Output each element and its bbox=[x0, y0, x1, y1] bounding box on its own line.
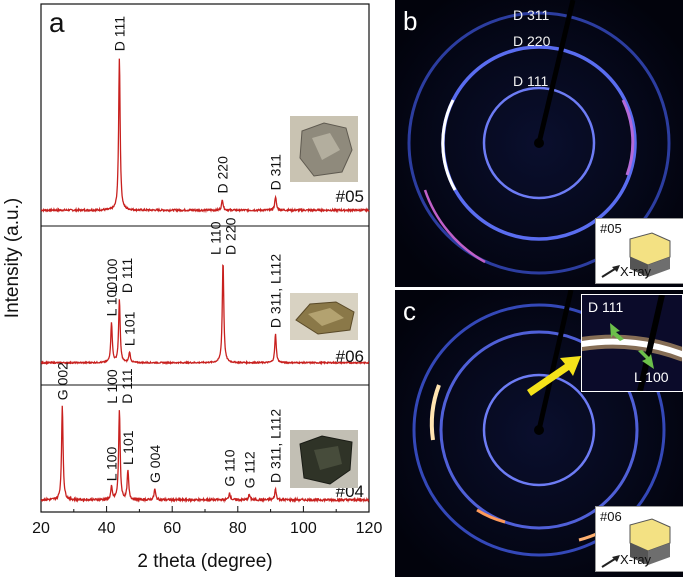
peak-label: D 111 bbox=[111, 16, 127, 51]
sample-photo-05 bbox=[290, 116, 358, 182]
crystal-icon bbox=[601, 232, 671, 278]
xrd-line-05 bbox=[40, 58, 370, 214]
beam-stop-c bbox=[536, 290, 574, 431]
peak-label: D 220 bbox=[223, 217, 239, 255]
ring-311-arc bbox=[423, 189, 486, 264]
peak-label: G 002 bbox=[54, 362, 70, 400]
peak-label: L 100 bbox=[104, 446, 120, 481]
peak-label: L 110 bbox=[208, 221, 224, 255]
ring-c-hot-arc bbox=[429, 384, 441, 441]
zoomed-inset-c: D 111 L 100 bbox=[581, 294, 683, 392]
ring-111 bbox=[482, 86, 596, 200]
peak-label: G 004 bbox=[147, 445, 163, 483]
orientation-inset-c: #06 X-ray bbox=[595, 506, 683, 572]
ring-outer-311 bbox=[407, 11, 671, 275]
ring-c-outer bbox=[412, 303, 666, 557]
peak-label: D 311, L112 bbox=[268, 409, 284, 483]
x-axis-label: 2 theta (degree) bbox=[137, 551, 272, 572]
peak-label: G 110 bbox=[222, 449, 238, 486]
panel-b-letter: b bbox=[403, 6, 418, 36]
ring-label-d111: D 111 bbox=[513, 73, 548, 89]
peak-label: D 111 bbox=[119, 368, 135, 403]
sample-label-05: #05 bbox=[336, 187, 364, 206]
sample-label-06: #06 bbox=[336, 347, 364, 366]
xrd-line-06 bbox=[40, 264, 370, 366]
x-axis-ticks: 20 40 60 80 100 120 bbox=[32, 506, 382, 537]
peak-label: L 101 bbox=[120, 430, 136, 465]
green-arrow-l100 bbox=[638, 350, 654, 369]
ring-220-hot-arc bbox=[441, 99, 457, 191]
peak-label: L 101 bbox=[122, 311, 138, 346]
x-tick-label: 60 bbox=[163, 520, 181, 537]
x-tick-label: 120 bbox=[356, 520, 383, 537]
ring-pattern-b: D 311 D 220 D 111 bbox=[395, 0, 683, 287]
x-tick-label: 20 bbox=[32, 520, 50, 537]
green-arrow-d111 bbox=[610, 323, 624, 341]
inset-label-d111: D 111 bbox=[588, 299, 624, 315]
ring-c-inner bbox=[482, 373, 596, 487]
diffraction-pattern-c: c D 111 L 100 #06 X-ray bbox=[395, 290, 683, 577]
sample-id-b: #05 bbox=[600, 221, 622, 236]
peak-label: D 311, L112 bbox=[268, 254, 284, 328]
zoomed-ring bbox=[582, 295, 682, 391]
inset-label-l100: L 100 bbox=[634, 369, 669, 385]
panel-c-letter: c bbox=[403, 296, 416, 326]
diffraction-pattern-b: D 311 D 220 D 111 b #05 X-ray bbox=[395, 0, 683, 287]
orientation-inset-b: #05 X-ray bbox=[595, 218, 683, 284]
xrd-line-04 bbox=[40, 405, 370, 504]
sample-id-c: #06 bbox=[600, 509, 622, 524]
ring-220-hot-arc-right bbox=[621, 99, 635, 176]
xray-label-b: X-ray bbox=[620, 264, 652, 279]
peak-label: L 100 bbox=[104, 282, 120, 317]
peak-label: G 112 bbox=[241, 451, 257, 488]
ring-c-middle bbox=[439, 330, 639, 530]
x-tick-label: 80 bbox=[229, 520, 247, 537]
sample-photo-06 bbox=[290, 293, 358, 340]
x-tick-label: 40 bbox=[98, 520, 116, 537]
crystal-icon bbox=[601, 518, 671, 568]
beam-center-c bbox=[534, 425, 544, 435]
beam-center bbox=[534, 138, 544, 148]
beam-stop bbox=[536, 0, 576, 144]
ring-c-hot-arc-bottom bbox=[476, 508, 506, 524]
peak-label: L 100 bbox=[104, 369, 120, 404]
x-tick-label: 100 bbox=[290, 520, 317, 537]
sample-photo-04 bbox=[290, 430, 358, 488]
yellow-arrow bbox=[527, 356, 581, 396]
peak-label: L 100 bbox=[104, 258, 120, 293]
peak-label: D 220 bbox=[214, 156, 230, 194]
y-axis-label: Intensity (a.u.) bbox=[2, 198, 23, 318]
xrd-lines bbox=[40, 58, 370, 504]
peak-label: D 311 bbox=[268, 154, 284, 191]
peak-label: D 111 bbox=[119, 258, 135, 293]
ring-label-d220: D 220 bbox=[513, 33, 551, 49]
xray-label-c: X-ray bbox=[620, 552, 652, 567]
ring-label-d311: D 311 bbox=[513, 7, 550, 23]
panel-a-letter: a bbox=[49, 7, 65, 38]
